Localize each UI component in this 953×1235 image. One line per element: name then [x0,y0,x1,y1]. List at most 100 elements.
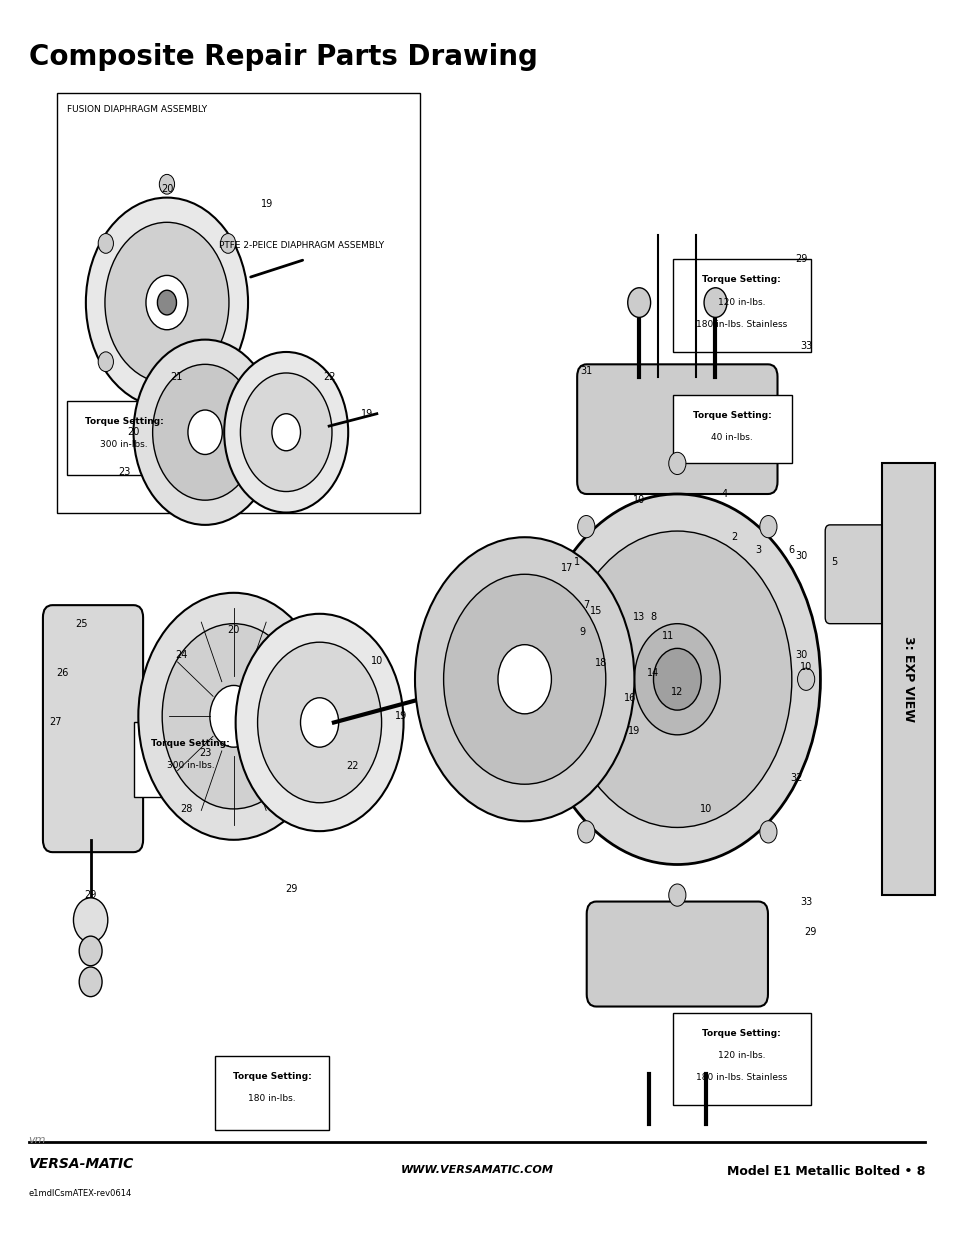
Text: 29: 29 [804,927,816,937]
Text: VERSA-MATIC: VERSA-MATIC [29,1157,133,1171]
Text: Torque Setting:: Torque Setting: [701,275,781,284]
Text: 33: 33 [800,341,811,351]
Text: 12: 12 [671,687,682,697]
Text: Torque Setting:: Torque Setting: [85,417,163,426]
Circle shape [86,198,248,408]
FancyBboxPatch shape [672,259,810,352]
Text: PTFE 2-PEICE DIAPHRAGM ASSEMBLY: PTFE 2-PEICE DIAPHRAGM ASSEMBLY [219,241,384,249]
Text: 23: 23 [199,748,211,758]
Text: 3: EXP VIEW: 3: EXP VIEW [902,636,914,722]
Circle shape [73,898,108,942]
Text: WWW.VERSAMATIC.COM: WWW.VERSAMATIC.COM [400,1165,553,1174]
Text: 20: 20 [228,625,239,635]
Text: 13: 13 [633,613,644,622]
FancyBboxPatch shape [43,605,143,852]
Circle shape [235,614,403,831]
Text: 23: 23 [118,467,130,477]
Text: 29: 29 [85,890,96,900]
Text: 18: 18 [595,658,606,668]
Text: 17: 17 [561,563,573,573]
Text: 21: 21 [171,372,182,382]
Text: 4: 4 [721,489,727,499]
Text: 19: 19 [395,711,406,721]
Circle shape [539,668,557,690]
Text: 19: 19 [628,726,639,736]
Circle shape [627,288,650,317]
FancyBboxPatch shape [214,1056,329,1130]
Text: 16: 16 [623,693,635,703]
Text: Torque Setting:: Torque Setting: [692,411,771,420]
Text: 10: 10 [800,662,811,672]
Circle shape [146,275,188,330]
Circle shape [133,340,276,525]
Text: 25: 25 [74,619,88,629]
Circle shape [138,593,329,840]
Text: 29: 29 [285,884,296,894]
Circle shape [98,352,113,372]
Circle shape [578,515,595,537]
Text: Model E1 Metallic Bolted • 8: Model E1 Metallic Bolted • 8 [726,1165,924,1178]
Text: 31: 31 [580,366,592,375]
Text: FUSION DIAPHRAGM ASSEMBLY: FUSION DIAPHRAGM ASSEMBLY [67,105,207,114]
Text: 10: 10 [700,804,711,814]
Text: 300 in-lbs.: 300 in-lbs. [100,440,148,448]
Text: 22: 22 [322,372,335,382]
Circle shape [240,373,332,492]
Text: 2: 2 [731,532,737,542]
Text: 9: 9 [578,627,584,637]
Circle shape [79,936,102,966]
Circle shape [220,352,235,372]
Text: 8: 8 [650,613,656,622]
Circle shape [157,290,176,315]
Text: 3: 3 [755,545,760,555]
Circle shape [759,821,776,844]
Circle shape [497,645,551,714]
FancyBboxPatch shape [133,722,248,797]
Circle shape [210,685,257,747]
Text: 33: 33 [800,897,811,906]
Circle shape [159,411,174,431]
Text: 15: 15 [590,606,601,616]
Text: Torque Setting:: Torque Setting: [233,1072,311,1081]
FancyBboxPatch shape [577,364,777,494]
Circle shape [272,414,300,451]
Circle shape [668,884,685,906]
Circle shape [162,624,305,809]
Text: 1: 1 [574,557,579,567]
Text: 180 in-lbs. Stainless: 180 in-lbs. Stainless [696,320,786,329]
Text: 30: 30 [795,551,806,561]
Circle shape [634,624,720,735]
Text: 5: 5 [831,557,837,567]
FancyBboxPatch shape [672,1013,810,1105]
Circle shape [188,410,222,454]
FancyBboxPatch shape [67,401,181,475]
Text: 300 in-lbs.: 300 in-lbs. [167,761,214,769]
Text: Torque Setting:: Torque Setting: [152,739,230,747]
FancyBboxPatch shape [586,902,767,1007]
Circle shape [562,531,791,827]
Circle shape [159,174,174,194]
Text: 26: 26 [56,668,68,678]
Text: Torque Setting:: Torque Setting: [701,1029,781,1037]
Circle shape [257,642,381,803]
Text: Composite Repair Parts Drawing: Composite Repair Parts Drawing [29,43,537,72]
Text: 7: 7 [583,600,589,610]
Circle shape [653,648,700,710]
Text: 40 in-lbs.: 40 in-lbs. [711,433,752,442]
FancyBboxPatch shape [824,525,891,624]
Circle shape [98,233,113,253]
Circle shape [703,288,726,317]
Circle shape [152,364,257,500]
Text: vm: vm [29,1135,46,1145]
Text: 20: 20 [161,184,172,194]
Circle shape [668,452,685,474]
Text: 19: 19 [261,199,273,209]
Text: 22: 22 [346,761,359,771]
Text: 19: 19 [361,409,373,419]
Circle shape [79,967,102,997]
Text: 180 in-lbs.: 180 in-lbs. [248,1094,295,1103]
Text: 24: 24 [175,650,187,659]
Circle shape [224,352,348,513]
Text: 27: 27 [49,718,62,727]
Text: 29: 29 [795,254,806,264]
